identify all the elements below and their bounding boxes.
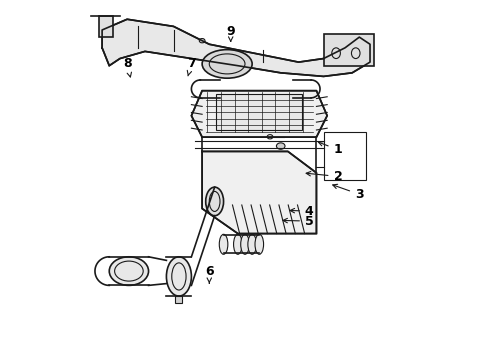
Bar	[323, 132, 367, 180]
Text: 1: 1	[318, 142, 342, 156]
Polygon shape	[192, 91, 327, 137]
Ellipse shape	[234, 234, 242, 254]
Text: 2: 2	[306, 170, 342, 183]
Text: 5: 5	[283, 215, 314, 228]
Ellipse shape	[255, 234, 264, 254]
Bar	[98, 16, 113, 37]
Ellipse shape	[202, 50, 252, 78]
Ellipse shape	[276, 143, 285, 149]
Text: 7: 7	[187, 57, 196, 76]
Text: 4: 4	[290, 204, 314, 217]
Text: 6: 6	[205, 265, 214, 283]
Ellipse shape	[167, 257, 192, 296]
Ellipse shape	[220, 234, 228, 254]
Ellipse shape	[241, 234, 249, 254]
Text: 9: 9	[226, 25, 235, 41]
Bar	[175, 296, 182, 303]
Bar	[323, 33, 373, 66]
Ellipse shape	[248, 234, 256, 254]
Text: 8: 8	[123, 57, 131, 77]
Ellipse shape	[199, 39, 205, 43]
Polygon shape	[102, 19, 370, 76]
Polygon shape	[202, 152, 317, 234]
Text: 3: 3	[333, 184, 364, 201]
Ellipse shape	[109, 257, 148, 285]
Bar	[217, 94, 302, 130]
Ellipse shape	[206, 187, 223, 216]
